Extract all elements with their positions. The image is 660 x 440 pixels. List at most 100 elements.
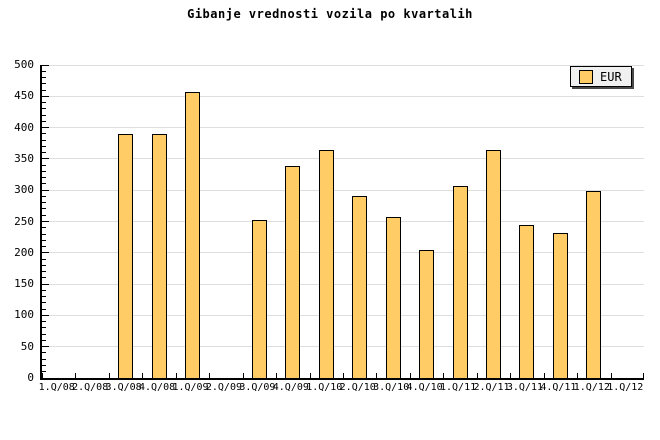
y-tick-label: 150 <box>14 277 34 291</box>
y-axis-minor-tick <box>42 139 46 141</box>
y-axis-minor-tick <box>42 77 46 79</box>
x-axis-tick <box>343 373 344 378</box>
y-axis-minor-tick <box>42 239 46 241</box>
y-axis-minor-tick <box>42 258 46 260</box>
y-axis-minor-tick <box>42 289 46 291</box>
y-axis-minor-tick <box>42 102 46 104</box>
y-tick-label: 350 <box>14 151 34 165</box>
x-tick-label: 1.Q/12 <box>573 382 610 393</box>
x-tick-label: 4.Q/08 <box>138 382 176 393</box>
x-axis-tick <box>242 373 244 378</box>
x-tick-label: 2.Q/09 <box>205 382 242 393</box>
y-axis-minor-tick <box>42 296 46 298</box>
y-axis-minor-tick <box>42 152 46 154</box>
y-axis-minor-tick <box>42 89 46 91</box>
gridline <box>42 346 644 348</box>
gridline <box>42 95 644 97</box>
y-axis-major-tick <box>42 314 49 316</box>
bar-2q11 <box>486 150 501 378</box>
legend-swatch-eur <box>579 69 593 84</box>
legend: EUR <box>570 66 632 87</box>
x-tick-label: 3.Q/10 <box>373 382 410 393</box>
y-tick-label: 300 <box>14 183 34 197</box>
x-axis-labels: 1.Q/08 2.Q/08 3.Q/08 4.Q/08 1.Q/09 2.Q/09 3.Q/… <box>38 382 644 396</box>
y-tick-label: 200 <box>14 245 34 259</box>
gridline <box>42 189 644 191</box>
y-axis-major-tick <box>42 283 49 285</box>
x-axis-tick <box>75 373 77 378</box>
y-axis-minor-tick <box>42 327 46 329</box>
y-axis-minor-tick <box>42 170 46 172</box>
x-tick-label: 1.Q/10 <box>306 382 343 393</box>
bar-1q09 <box>185 91 200 378</box>
bar-4q11 <box>552 233 568 378</box>
y-axis-major-tick <box>42 346 49 348</box>
x-axis-tick <box>643 373 644 378</box>
y-axis-minor-tick <box>42 177 46 179</box>
x-tick-label: 1.Q/12 <box>607 382 644 393</box>
y-axis-minor-tick <box>42 271 46 273</box>
y-axis-minor-tick <box>42 308 46 310</box>
legend-label: EUR <box>600 69 622 84</box>
y-axis-minor-tick <box>42 183 46 185</box>
y-axis-minor-tick <box>42 371 46 373</box>
x-tick-label: 3.Q/11 <box>506 382 543 393</box>
x-tick-label: 2.Q/08 <box>72 382 109 393</box>
x-axis-tick <box>543 373 545 378</box>
gridline <box>42 64 644 66</box>
x-axis-tick <box>577 373 579 378</box>
gridline <box>42 283 644 285</box>
x-axis-tick <box>476 373 478 378</box>
x-axis-tick <box>376 373 378 378</box>
y-axis-minor-tick <box>42 120 46 122</box>
y-axis-major-tick <box>42 158 49 160</box>
y-tick-label: 500 <box>14 58 34 71</box>
x-tick-label: 1.Q/09 <box>172 382 209 393</box>
y-axis-minor-tick <box>42 339 46 341</box>
x-axis-tick <box>175 373 177 378</box>
gridline <box>42 127 644 129</box>
bar-4q09 <box>285 165 301 378</box>
y-axis-major-tick <box>42 64 49 66</box>
x-axis-tick <box>309 373 311 378</box>
y-axis-minor-tick <box>42 83 46 85</box>
y-axis-major-tick <box>42 221 49 222</box>
chart-title: Gibanje vrednosti vozila po kvartalih <box>187 7 473 21</box>
x-axis-tick <box>443 373 445 378</box>
x-tick-label: 3.Q/08 <box>105 382 142 393</box>
y-axis-minor-tick <box>42 70 46 72</box>
y-axis-minor-tick <box>42 108 46 110</box>
y-axis-major-tick <box>42 189 49 191</box>
x-tick-label: 4.Q/09 <box>272 382 309 393</box>
y-axis-minor-tick <box>42 358 46 360</box>
y-axis-minor-tick <box>42 133 46 135</box>
x-axis-tick <box>510 373 512 378</box>
x-tick-label: 2.Q/10 <box>339 382 376 393</box>
y-axis-minor-tick <box>42 302 46 304</box>
x-tick-label: 2.Q/11 <box>473 382 510 393</box>
y-axis-minor-tick <box>42 321 46 323</box>
x-tick-label: 1.Q/08 <box>38 382 75 393</box>
y-tick-label: 250 <box>14 214 34 228</box>
plot-area <box>40 64 644 380</box>
y-axis-minor-tick <box>42 233 46 235</box>
y-tick-label: 400 <box>14 120 34 134</box>
gridline <box>42 252 644 254</box>
x-axis-tick <box>142 373 144 378</box>
bar-1q12 <box>586 190 602 378</box>
y-axis-minor-tick <box>42 164 46 166</box>
x-axis-tick <box>42 373 43 378</box>
bar-1q10 <box>318 150 334 378</box>
y-axis-minor-tick <box>42 333 46 335</box>
y-axis-minor-tick <box>42 114 46 116</box>
x-axis-tick <box>409 373 411 378</box>
y-tick-label: 50 <box>20 339 34 353</box>
y-axis-major-tick <box>42 252 49 254</box>
y-axis-minor-tick <box>42 195 46 197</box>
bar-2q10 <box>352 195 368 378</box>
y-axis-labels: 0 50 100 150 200 250 300 350 400 450 500 <box>0 59 34 384</box>
bar-1q11 <box>452 186 468 378</box>
x-axis-tick <box>209 373 211 378</box>
y-tick-label: 100 <box>14 308 34 322</box>
